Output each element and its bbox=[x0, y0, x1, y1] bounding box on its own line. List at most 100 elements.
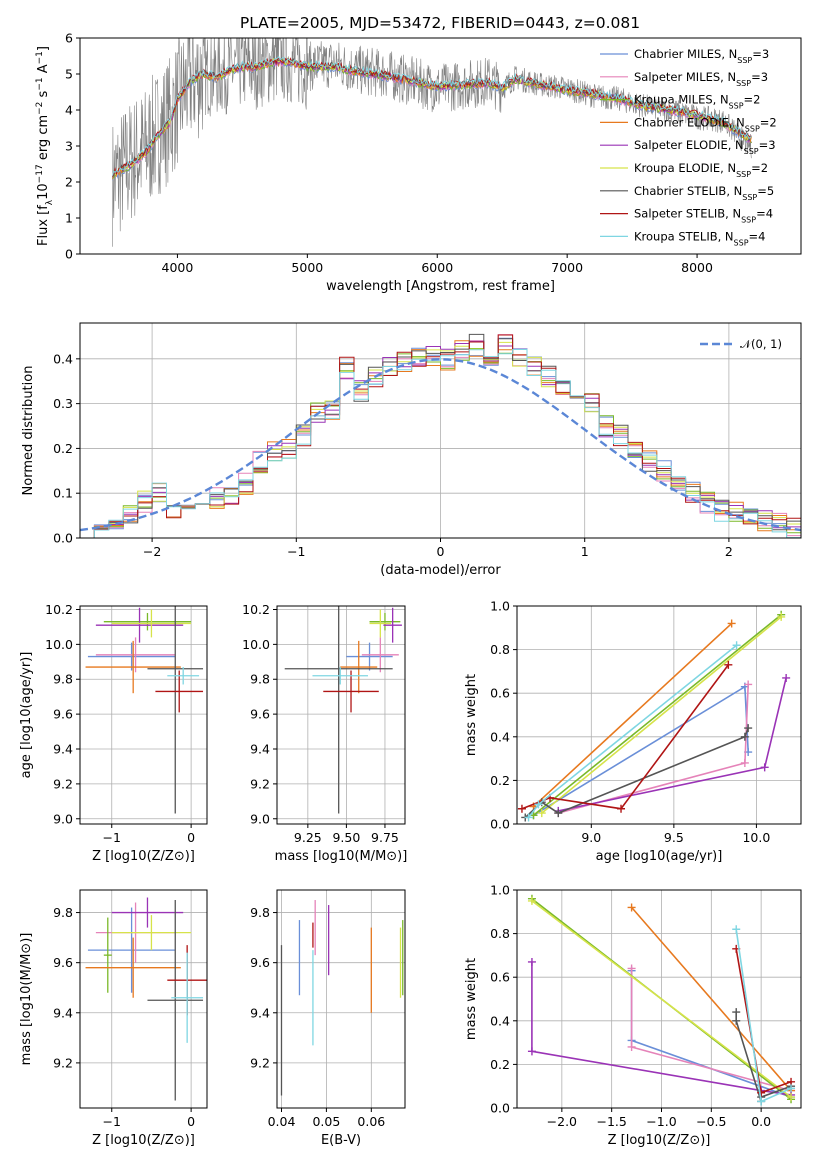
legend-label: Chabrier MILES, NSSP=3 bbox=[634, 47, 769, 65]
weight-point bbox=[527, 957, 536, 966]
legend-label-count: =4 bbox=[756, 207, 773, 221]
weight-point bbox=[627, 903, 636, 912]
y-tick-label: 9.8 bbox=[250, 905, 270, 920]
figure-title: PLATE=2005, MJD=53472, FIBERID=0443, z=0… bbox=[240, 14, 640, 32]
weight-line bbox=[558, 684, 749, 814]
legend-label-count: =3 bbox=[752, 47, 769, 61]
weight-point bbox=[732, 1016, 741, 1025]
y-tick-label: 9.0 bbox=[53, 811, 73, 826]
plot-area bbox=[112, 38, 753, 247]
gaussian-legend-label: 𝒩(0, 1) bbox=[740, 337, 782, 351]
x-tick-label: 9.75 bbox=[371, 830, 399, 845]
legend-label-count: =2 bbox=[744, 93, 761, 107]
y-tick-label: 9.4 bbox=[250, 1005, 270, 1020]
legend-label: Kroupa MILES, NSSP=2 bbox=[634, 93, 760, 111]
model-spectrum-line bbox=[112, 56, 752, 176]
legend-label-count: =3 bbox=[751, 70, 768, 84]
y-tick-label: 9.8 bbox=[250, 672, 270, 687]
x-tick-label: −2.0 bbox=[547, 1114, 577, 1129]
y-tick-label: 9.4 bbox=[250, 742, 270, 757]
x-axis-label: Z [log10(Z/Z⊙)] bbox=[608, 1133, 711, 1148]
y-tick-label: 0.2 bbox=[490, 773, 510, 788]
y-axis-label-part: λ bbox=[45, 199, 55, 205]
x-tick-label: 0.06 bbox=[357, 1114, 385, 1129]
legend-label-sub: SSP bbox=[734, 238, 749, 247]
weight-line bbox=[533, 685, 749, 816]
panel-residual-histogram: −2 −1 0 1 2 0.0 0.1 0.2 0.3 0.4 𝒩(0, 1) (data-model… bbox=[21, 322, 802, 578]
legend-label-count: =2 bbox=[751, 161, 768, 175]
y-tick-label: 0.0 bbox=[490, 1101, 510, 1116]
legend-label-sub: SSP bbox=[737, 56, 752, 65]
weight-line bbox=[532, 622, 733, 808]
y-axis-label: mass [log10(M/M⊙)] bbox=[19, 933, 34, 1066]
legend-label: Kroupa ELODIE, NSSP=2 bbox=[634, 161, 768, 179]
y-tick-label: 0.2 bbox=[53, 441, 73, 456]
y-tick-label: 9.6 bbox=[53, 707, 73, 722]
x-tick-label: 9.5 bbox=[664, 830, 684, 845]
x-tick-label: 9.50 bbox=[332, 830, 360, 845]
panels: 4000 5000 6000 7000 8000 0 1 2 3 4 5 6 wavelength [A… bbox=[19, 31, 802, 1148]
weight-point bbox=[732, 1008, 741, 1017]
weight-line bbox=[532, 614, 782, 816]
weight-point bbox=[724, 660, 733, 669]
y-tick-label: 2 bbox=[65, 175, 73, 190]
legend-label-text: Kroupa STELIB, N bbox=[634, 229, 734, 243]
legend-label-sub: SSP bbox=[741, 215, 756, 224]
y-tick-label: 0.4 bbox=[490, 1013, 510, 1028]
y-tick-label: 0.0 bbox=[490, 817, 510, 832]
y-tick-label: 9.4 bbox=[53, 1005, 73, 1020]
x-tick-label: 9.25 bbox=[294, 830, 322, 845]
weight-line bbox=[531, 900, 792, 1098]
weight-point bbox=[757, 1097, 766, 1106]
plot-area bbox=[280, 900, 404, 1096]
legend-label-sub: SSP bbox=[729, 101, 744, 110]
weight-point bbox=[627, 964, 636, 973]
legend-label-text: Chabrier ELODIE, N bbox=[634, 115, 745, 129]
x-tick-label: −1.0 bbox=[646, 1114, 676, 1129]
weight-line bbox=[531, 961, 792, 1096]
axes-frame bbox=[276, 605, 406, 825]
panel-mass-weight-vs-Z: −2.0 −1.5 −1.0 −0.5 0.0 0.0 0.2 0.4 0.6 0.8 1.0 Z [… bbox=[464, 883, 802, 1148]
weight-line bbox=[524, 727, 749, 819]
y-axis-label-part: erg cm bbox=[36, 115, 51, 164]
y-tick-label: 0.8 bbox=[490, 642, 510, 657]
y-tick-label: 9.4 bbox=[53, 742, 73, 757]
y-tick-label: 9.0 bbox=[250, 811, 270, 826]
panel-age-vs-Z: −1 0 9.0 9.2 9.4 9.6 9.8 10.0 10.2 Z [log10(Z/Z⊙)… bbox=[19, 602, 208, 864]
axes-frame bbox=[516, 605, 802, 825]
model-spectrum-line bbox=[112, 57, 752, 177]
weight-point bbox=[740, 732, 749, 741]
x-tick-label: 8000 bbox=[681, 260, 713, 275]
legend-label: Kroupa STELIB, NSSP=4 bbox=[634, 229, 765, 247]
legend-label-text: Chabrier STELIB, N bbox=[634, 184, 742, 198]
weight-point bbox=[744, 680, 753, 689]
y-tick-label: 9.6 bbox=[250, 955, 270, 970]
axes-frame bbox=[79, 889, 208, 1109]
y-axis-label: mass weight bbox=[464, 674, 479, 756]
y-tick-label: 4 bbox=[65, 103, 73, 118]
y-tick-label: 10.2 bbox=[45, 602, 73, 617]
y-axis-label-part: s bbox=[36, 90, 51, 101]
x-tick-label: 10.0 bbox=[742, 830, 770, 845]
y-tick-label: 9.8 bbox=[53, 905, 73, 920]
weight-point bbox=[524, 813, 533, 822]
weight-point bbox=[787, 1084, 796, 1093]
x-tick-label: 0.04 bbox=[268, 1114, 296, 1129]
x-tick-label: −1 bbox=[103, 830, 121, 845]
y-tick-label: 9.2 bbox=[250, 776, 270, 791]
legend-label: Salpeter STELIB, NSSP=4 bbox=[634, 207, 773, 225]
x-tick-label: 0 bbox=[187, 1114, 195, 1129]
y-tick-label: 0.6 bbox=[490, 970, 510, 985]
panel-mass-weight-vs-age: 9.0 9.5 10.0 0.0 0.2 0.4 0.6 0.8 1.0 age [log10(a… bbox=[464, 599, 802, 864]
legend-label-text: Salpeter STELIB, N bbox=[634, 207, 741, 221]
x-tick-label: −1 bbox=[103, 1114, 121, 1129]
y-tick-label: 0.8 bbox=[490, 926, 510, 941]
weight-point bbox=[732, 641, 741, 650]
x-tick-label: 2 bbox=[725, 544, 733, 559]
plot-area bbox=[284, 606, 402, 814]
x-axis-label: Z [log10(Z/Z⊙)] bbox=[92, 1133, 195, 1148]
legend-label-sub: SSP bbox=[742, 192, 757, 201]
x-axis-label: E(B-V) bbox=[321, 1133, 361, 1148]
